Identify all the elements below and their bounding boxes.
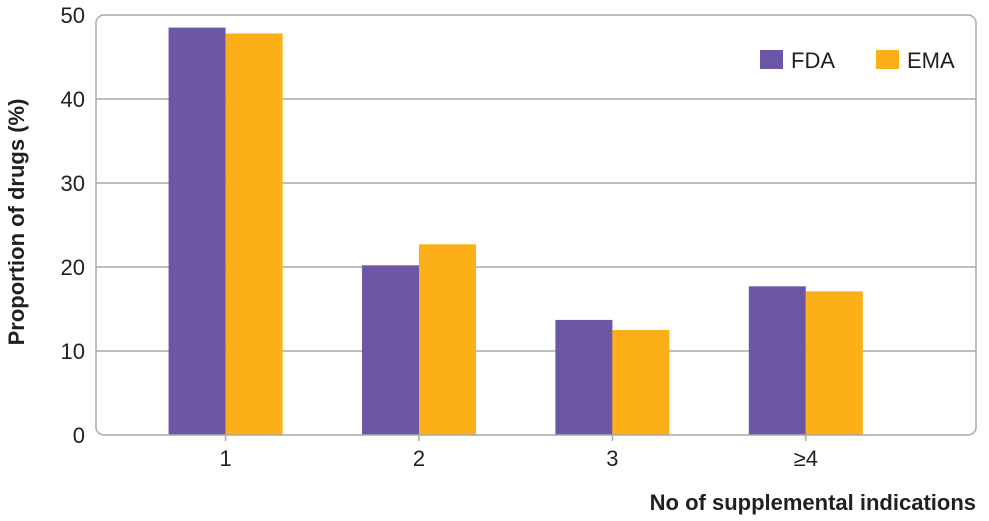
y-tick-labels: 0 10 20 30 40 50 xyxy=(61,3,85,448)
x-tick-label: 2 xyxy=(413,446,425,471)
legend-label-ema: EMA xyxy=(907,48,955,73)
x-tick-label: ≥4 xyxy=(794,446,818,471)
bar-fda xyxy=(361,265,419,435)
legend: FDA EMA xyxy=(760,48,955,73)
bar-ema xyxy=(225,33,283,435)
bar-ema xyxy=(805,291,863,435)
bar-fda xyxy=(168,27,226,435)
legend-swatch-fda xyxy=(760,50,783,69)
y-tick-label: 40 xyxy=(61,87,85,112)
plot-frame xyxy=(95,14,977,436)
y-tick-label: 20 xyxy=(61,255,85,280)
bar-fda xyxy=(555,319,613,435)
bars xyxy=(168,27,863,435)
legend-swatch-ema xyxy=(876,50,899,69)
x-tick-label: 1 xyxy=(219,446,231,471)
x-tick-labels: 1 2 3 ≥4 xyxy=(219,435,818,471)
bar-fda xyxy=(748,286,806,435)
bar-ema xyxy=(612,330,670,435)
y-tick-label: 50 xyxy=(61,3,85,28)
x-axis-title: No of supplemental indications xyxy=(650,490,976,515)
bar-ema xyxy=(418,244,476,435)
legend-label-fda: FDA xyxy=(791,48,835,73)
y-tick-label: 30 xyxy=(61,171,85,196)
x-tick-label: 3 xyxy=(606,446,618,471)
y-axis-title: Proportion of drugs (%) xyxy=(4,99,29,346)
y-tick-label: 0 xyxy=(73,423,85,448)
y-tick-label: 10 xyxy=(61,339,85,364)
